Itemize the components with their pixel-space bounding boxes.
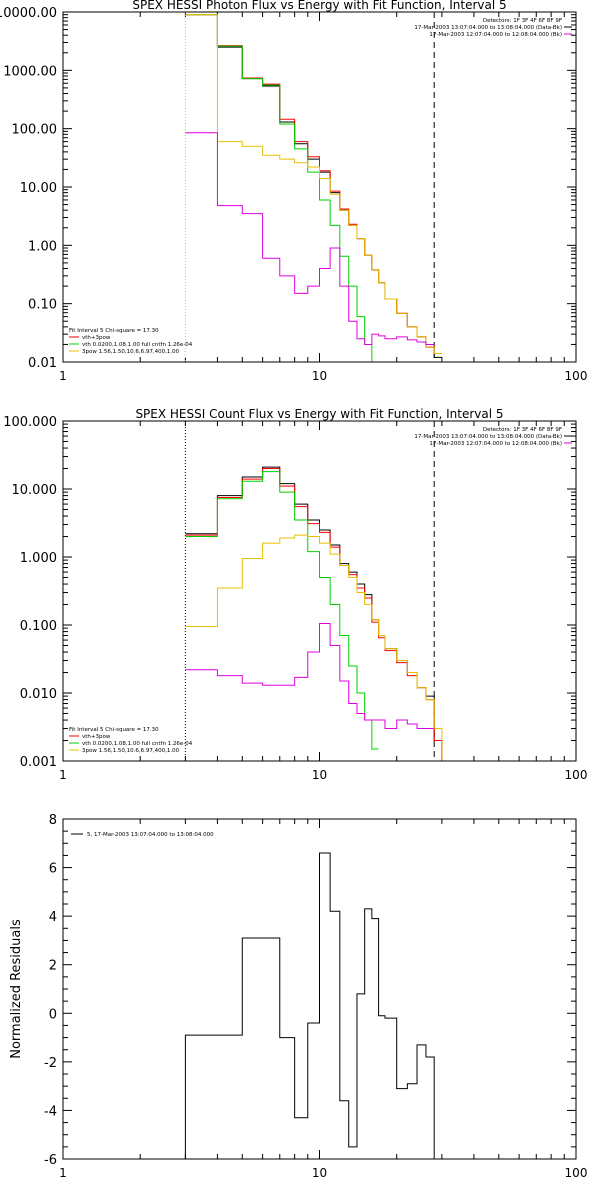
y-tick-label: 0 (49, 1007, 57, 1022)
x-tick-label: 10 (312, 369, 327, 383)
x-tick-label: 100 (565, 369, 588, 383)
legend-top-right-entry: 17-Mar-2003 12:07:04.000 to 12:08:04.000… (429, 441, 562, 447)
x-tick-label: 10 (312, 1166, 327, 1180)
chart-panel-1: SPEX HESSI Photon Flux vs Energy with Fi… (0, 0, 587, 383)
legend-bottom-left-entry: vth 0.0200,1.08,1.00 full cntfn 1.26e-04 (82, 342, 193, 348)
y-tick-label: 10.00 (20, 181, 57, 196)
chart-panel-2: SPEX HESSI Count Flux vs Energy with Fit… (3, 407, 587, 782)
y-tick-label: -6 (44, 1153, 57, 1168)
legend-bottom-left-entry: vth 0.0200,1.08,1.00 full cntfn 1.26e-04 (82, 741, 193, 747)
series-magenta-histogram (185, 623, 435, 730)
y-tick-label: 6 (49, 862, 57, 877)
series-green-histogram (185, 471, 379, 750)
legend-top-right-entry: Detectors: 1F 3F 4F 6F 8F 9F (483, 427, 562, 433)
legend-bottom-left-entry: Fit Interval 5 Chi-square = 17.30 (69, 328, 159, 334)
y-tick-label: 8 (49, 813, 57, 828)
x-tick-label: 1 (59, 369, 67, 383)
y-tick-label: 1.00 (28, 239, 57, 254)
series-gold-histogram (185, 14, 442, 354)
y-tick-label: 0.01 (28, 356, 57, 371)
y-tick-label: 100.00 (12, 123, 58, 138)
legend-top-right-entry: 17-Mar-2003 13:07:04.000 to 13:08:04.000… (414, 434, 562, 440)
chart-panel-3: Normalized Residuals 1 10 100 -6 -4 -2 0 2 4 6 8 5, … (9, 813, 587, 1180)
y-tick-label: 0.010 (20, 687, 57, 702)
y-tick-label: -4 (44, 1104, 57, 1119)
series-gold-histogram (185, 534, 453, 761)
y-tick-label: 2 (49, 959, 57, 974)
plot-frame (62, 818, 577, 1160)
x-tick-label: 10 (312, 768, 327, 782)
y-tick-label: 0.10 (28, 298, 57, 313)
legend-top-right-entry: 17-Mar-2003 13:07:04.000 to 13:08:04.000… (414, 25, 562, 31)
legend-top-left-entry: 5, 17-Mar-2003 13:07:04.000 to 13:08:04.… (87, 832, 214, 838)
y-axis-label: Normalized Residuals (9, 919, 24, 1059)
y-tick-label: 1000.00 (3, 64, 57, 79)
plot-frame (62, 11, 577, 363)
series-green-histogram (185, 14, 373, 362)
legend-bottom-left-entry: vth+3pow (82, 734, 111, 740)
plot-frame (62, 420, 577, 762)
y-tick-label: 10000.00 (0, 6, 57, 21)
y-tick-label: 0.001 (20, 755, 57, 770)
y-tick-label: -2 (44, 1056, 57, 1071)
legend-top-right-entry: Detectors: 1F 3F 4F 6F 8F 9F (483, 18, 562, 24)
legend-bottom-left-entry: vth+3pow (82, 335, 111, 341)
legend-bottom-left-entry: 3pow 1.56,1.50,10.6,6.97,400,1.00 (82, 349, 180, 355)
series-black-histogram (185, 14, 442, 358)
y-tick-label: 100.000 (3, 415, 57, 430)
x-tick-label: 1 (59, 768, 67, 782)
series-black-histogram (184, 852, 435, 1159)
series-magenta-histogram (185, 132, 435, 345)
legend-bottom-left-entry: Fit Interval 5 Chi-square = 17.30 (69, 727, 159, 733)
series-black-histogram (185, 466, 453, 761)
series-red-histogram (185, 14, 442, 354)
legend-bottom-left-entry: 3pow 1.56,1.50,10.6,6.97,400,1.00 (82, 748, 180, 754)
chart-title: SPEX HESSI Photon Flux vs Energy with Fi… (132, 0, 506, 12)
x-tick-label: 100 (565, 1166, 588, 1180)
legend-top-right-entry: 17-Mar-2003 12:07:04.000 to 12:08:04.000… (429, 32, 562, 38)
x-tick-label: 100 (565, 768, 588, 782)
y-tick-label: 0.100 (20, 619, 57, 634)
y-tick-label: 10.000 (12, 483, 58, 498)
x-tick-label: 1 (59, 1166, 67, 1180)
y-tick-label: 1.000 (20, 551, 57, 566)
series-red-histogram (185, 468, 453, 761)
chart-title: SPEX HESSI Count Flux vs Energy with Fit… (135, 407, 503, 421)
y-tick-label: 4 (49, 910, 57, 925)
